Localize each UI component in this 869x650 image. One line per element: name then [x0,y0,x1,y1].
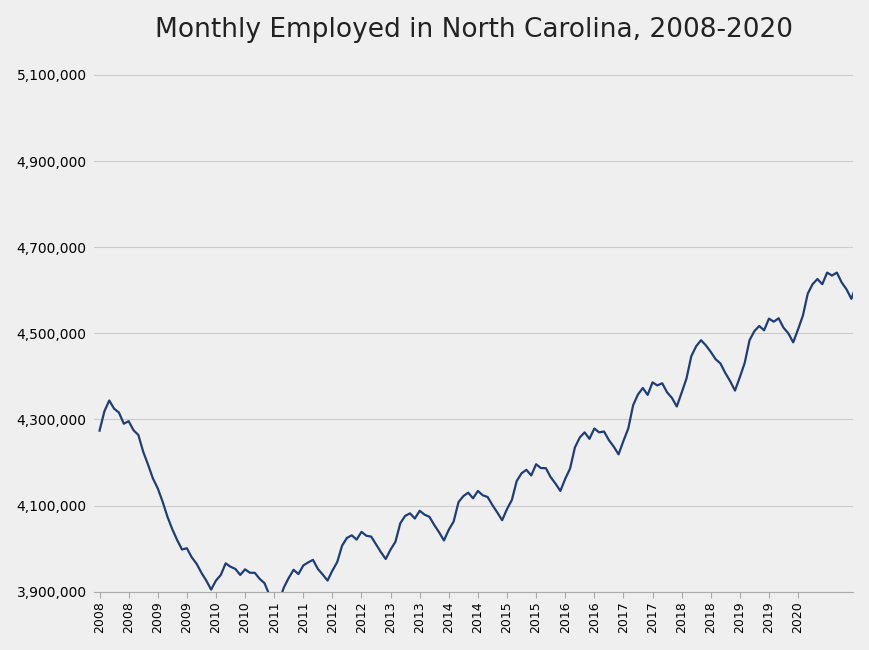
Title: Monthly Employed in North Carolina, 2008-2020: Monthly Employed in North Carolina, 2008… [155,17,792,43]
